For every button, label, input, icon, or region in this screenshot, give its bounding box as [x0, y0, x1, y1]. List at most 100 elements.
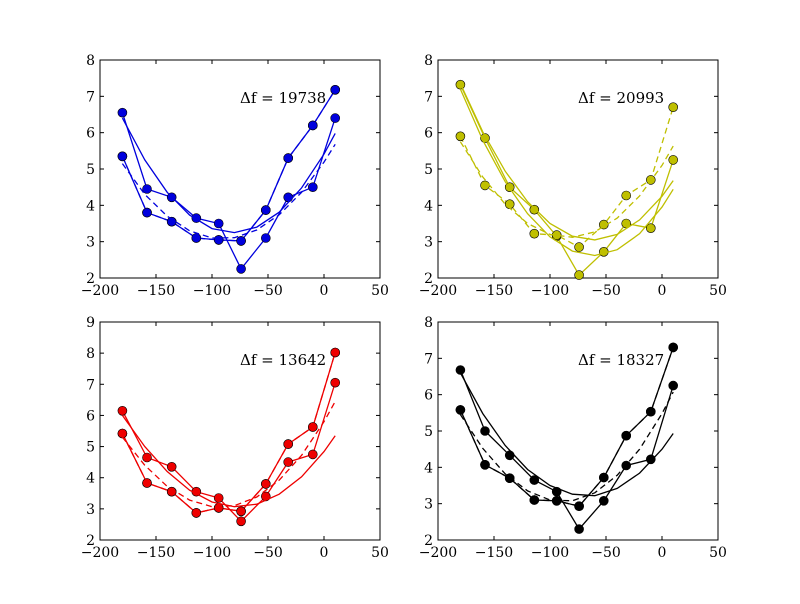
data-point [213, 493, 224, 503]
data-point [260, 233, 271, 243]
data-point [117, 151, 128, 162]
series-line-4 [121, 117, 336, 234]
x-tick-label: 50 [709, 545, 727, 561]
data-point [668, 380, 679, 391]
data-point [283, 192, 294, 203]
data-point [529, 495, 540, 505]
data-point [236, 516, 246, 527]
subplot-1: −200 −150 −100 −50 0 50 2 3 4 5 6 7 8 Δf = 19738 [81, 53, 389, 299]
y-tick-label: 7 [86, 377, 95, 393]
series-line-2 [121, 352, 336, 514]
delta-f-annotation: Δf = 18327 [578, 351, 664, 369]
y-tick-label: 6 [424, 388, 433, 404]
subplot-4: −200 −150 −100 −50 0 50 2 3 4 5 6 7 8 Δf = 18327 [419, 315, 727, 561]
data-point [621, 430, 632, 441]
plot-frame [437, 59, 719, 279]
series-line-5 [459, 83, 674, 241]
x-tick-label: 0 [320, 545, 329, 561]
data-point [142, 452, 152, 463]
data-point [598, 219, 609, 230]
y-tick-label: 4 [424, 198, 433, 214]
y-tick-label: 2 [424, 533, 433, 549]
data-point [283, 457, 294, 467]
y-tick-label: 2 [86, 271, 95, 287]
x-tick-label: −50 [591, 545, 621, 561]
data-point [645, 223, 656, 233]
y-tick-label: 7 [424, 89, 433, 105]
data-point [191, 233, 202, 243]
data-point [236, 506, 246, 517]
series-line-1 [459, 84, 674, 277]
data-point [307, 120, 318, 131]
subplot-3: −200 −150 −100 −50 0 50 2 3 4 5 6 7 8 9 Δf = 13642 [81, 315, 389, 561]
series-line-5 [121, 143, 336, 239]
x-tick-label: 0 [320, 283, 329, 299]
series-line-1 [121, 112, 336, 271]
data-point [504, 473, 515, 484]
data-point [574, 242, 584, 252]
data-point [455, 405, 466, 415]
series-line-5 [459, 391, 674, 502]
x-tick-label: 0 [658, 545, 667, 561]
x-tick-label: −100 [193, 545, 231, 561]
data-point [166, 216, 177, 227]
y-tick-label: 6 [86, 408, 95, 424]
data-point [480, 180, 490, 191]
data-point [142, 207, 152, 218]
data-point [260, 479, 271, 489]
x-tick-label: −200 [81, 545, 119, 561]
data-point [117, 428, 128, 439]
y-tick-label: 7 [424, 351, 433, 367]
x-tick-label: −100 [531, 283, 569, 299]
x-tick-label: −150 [475, 283, 513, 299]
data-point [307, 182, 318, 192]
delta-f-annotation: Δf = 20993 [578, 89, 664, 107]
data-point [668, 102, 679, 112]
data-point [598, 495, 609, 506]
y-tick-label: 4 [424, 460, 433, 476]
x-tick-label: −150 [137, 283, 175, 299]
data-point [213, 235, 224, 245]
y-tick-label: 4 [86, 198, 95, 214]
y-tick-label: 3 [86, 502, 95, 518]
x-tick-label: −200 [419, 283, 457, 299]
series-line-3 [121, 89, 336, 242]
delta-f-annotation: Δf = 13642 [240, 351, 326, 369]
data-point [330, 377, 341, 388]
y-tick-label: 5 [424, 162, 433, 178]
y-tick-label: 3 [86, 235, 95, 251]
delta-f-annotation: Δf = 19738 [240, 89, 326, 107]
data-point [574, 501, 584, 512]
x-tick-label: 50 [709, 283, 727, 299]
x-tick-label: 50 [371, 283, 389, 299]
data-point [283, 439, 294, 449]
data-point [645, 454, 656, 465]
x-tick-label: −50 [591, 283, 621, 299]
data-point [330, 85, 341, 95]
y-tick-label: 9 [86, 315, 95, 331]
data-point [455, 131, 466, 142]
data-point [529, 204, 540, 215]
x-tick-label: −100 [531, 545, 569, 561]
y-tick-label: 6 [86, 126, 95, 142]
data-point [213, 218, 224, 229]
data-point [529, 475, 540, 485]
data-point [668, 155, 679, 165]
data-point [283, 153, 294, 163]
data-point [330, 113, 341, 123]
y-tick-label: 3 [424, 497, 433, 513]
data-point [166, 461, 177, 472]
data-point [142, 184, 152, 194]
data-point [621, 190, 632, 201]
data-point [117, 405, 128, 416]
data-point [117, 107, 128, 118]
data-point [166, 486, 177, 497]
x-tick-label: −50 [253, 545, 283, 561]
y-tick-label: 8 [86, 346, 95, 362]
series-line-4 [459, 372, 674, 497]
data-point [529, 228, 540, 239]
data-point [504, 450, 515, 461]
y-tick-label: 5 [86, 162, 95, 178]
data-point [330, 347, 341, 358]
